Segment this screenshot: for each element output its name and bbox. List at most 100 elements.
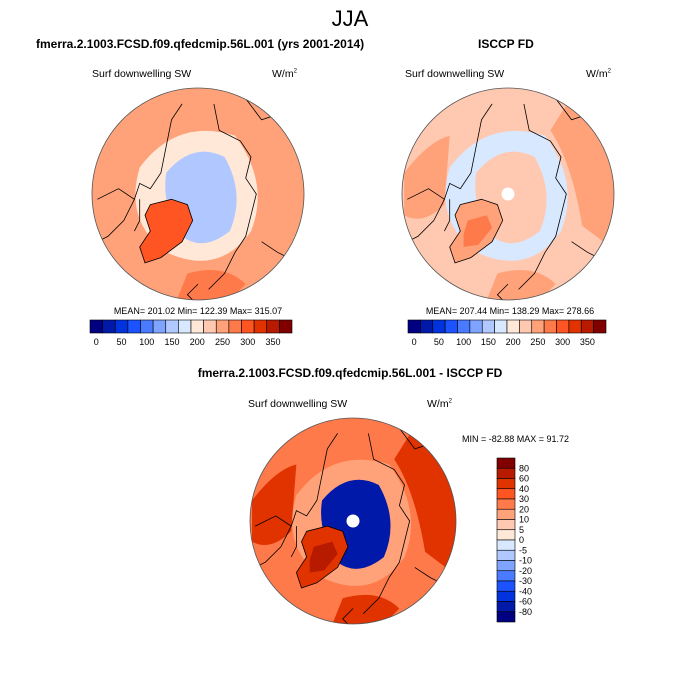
colorbar-tick-label: 100 <box>139 337 154 347</box>
colorbar-box <box>496 519 516 531</box>
panel-2-subtitle: Surf downwelling SW <box>405 68 505 80</box>
colorbar-box <box>457 319 471 334</box>
panel-1-title: fmerra.2.1003.FCSD.f09.qfedcmip.56L.001 … <box>36 37 365 51</box>
colorbar-box <box>266 319 280 334</box>
colorbar-box <box>496 601 516 613</box>
panel-3-units: W/m2 <box>427 398 452 410</box>
panel-3-subtitle: Surf downwelling SW <box>248 398 348 410</box>
panel-1-subtitle: Surf downwelling SW <box>92 68 192 80</box>
colorbar-box <box>481 319 495 334</box>
colorbar-tick-label: 250 <box>215 337 230 347</box>
map-panel-2 <box>401 87 615 301</box>
colorbar-box <box>496 611 516 623</box>
panel-3-title: fmerra.2.1003.FCSD.f09.qfedcmip.56L.001 … <box>197 366 503 380</box>
colorbar-box <box>444 319 458 334</box>
colorbar-box <box>496 560 516 572</box>
colorbar-tick-label: 150 <box>481 337 496 347</box>
coastline <box>407 103 493 200</box>
colorbar-box <box>496 570 516 582</box>
colorbar-box <box>140 319 154 334</box>
colorbar-box <box>165 319 179 334</box>
colorbar-tick-label: -5 <box>519 545 527 555</box>
colorbar-tick-label: -30 <box>519 576 532 586</box>
coastline <box>444 199 451 232</box>
colorbar-tick-label: 40 <box>519 484 529 494</box>
colorbar-box <box>496 457 516 469</box>
colorbar-box <box>496 590 516 602</box>
coastline <box>290 526 297 558</box>
coastline <box>255 525 292 568</box>
colorbar-tick-label: 20 <box>519 504 529 514</box>
colorbar-tick-label: 100 <box>456 337 471 347</box>
region-greenland-interior <box>153 215 183 247</box>
colorbar-box <box>496 529 516 541</box>
coastline <box>518 103 567 290</box>
colorbar-box <box>506 319 520 334</box>
colorbar-box <box>279 319 293 334</box>
colorbar-box <box>469 319 483 334</box>
colorbar-box <box>241 319 255 334</box>
map-panel-1 <box>91 87 305 301</box>
region-europe-band <box>332 594 400 624</box>
colorbar-tick-label: 300 <box>240 337 255 347</box>
colorbar-box <box>496 508 516 520</box>
colorbar-box <box>580 319 594 334</box>
colorbar-tick-label: 0 <box>519 535 524 545</box>
colorbar-box <box>203 319 217 334</box>
region-pacific-band <box>404 135 450 219</box>
missing-pole <box>501 187 515 201</box>
colorbar-box <box>420 319 434 334</box>
colorbar-box <box>519 319 533 334</box>
colorbar-tick-label: 0 <box>94 337 99 347</box>
coastline <box>407 199 445 243</box>
colorbar-box <box>127 319 141 334</box>
colorbar-tick-label: 200 <box>190 337 205 347</box>
colorbar-box <box>496 580 516 592</box>
map-border <box>401 87 615 301</box>
panel-1-units: W/m2 <box>272 68 297 80</box>
region-europe-band <box>486 269 556 300</box>
colorbar-tick-label: 80 <box>519 463 529 473</box>
colorbar-tick-label: -20 <box>519 566 532 576</box>
colorbar-box <box>228 319 242 334</box>
colorbar-2: 0 50 100 150 200 250 300 350 <box>407 319 607 347</box>
colorbar-box <box>215 319 230 334</box>
colorbar-tick-label: -10 <box>519 556 532 566</box>
colorbar-1: 0 50 100 150 200 250 300 350 <box>89 319 293 347</box>
colorbar-box <box>556 319 570 334</box>
region-pacific-band <box>252 464 297 546</box>
map-border <box>91 87 305 301</box>
coastline <box>496 283 509 300</box>
coastline <box>208 103 257 290</box>
panel-3-stats: MIN = -82.88 MAX = 91.72 <box>462 434 570 444</box>
colorbar-tick-label: 10 <box>519 515 529 525</box>
colorbar-box <box>432 319 446 334</box>
colorbar-box <box>496 539 516 551</box>
colorbar-tick-label: 50 <box>434 337 444 347</box>
colorbar-box <box>593 319 607 334</box>
colorbar-box <box>543 319 557 334</box>
colorbar-box <box>568 319 582 334</box>
coastline <box>97 103 183 200</box>
colorbar-tick-label: -60 <box>519 597 532 607</box>
panel-2-stats: MEAN= 207.44 Min= 138.29 Max= 278.66 <box>425 306 595 316</box>
map-border <box>249 417 457 625</box>
colorbar-tick-label: 300 <box>555 337 570 347</box>
colorbar-box <box>494 319 508 334</box>
colorbar-box <box>102 319 116 334</box>
region-greenland-interior <box>463 215 493 247</box>
colorbar-tick-label: 200 <box>506 337 521 347</box>
colorbar-tick-label: 5 <box>519 525 524 535</box>
colorbar-box <box>496 549 516 561</box>
coastline <box>134 199 141 232</box>
colorbar-tick-label: 0 <box>412 337 417 347</box>
colorbar-box <box>114 319 129 334</box>
colorbar-box <box>496 478 516 490</box>
colorbar-tick-label: 350 <box>580 337 595 347</box>
colorbar-box <box>496 488 516 500</box>
colorbar-box <box>190 319 204 334</box>
colorbar-box <box>178 319 192 334</box>
missing-pole <box>346 514 360 528</box>
